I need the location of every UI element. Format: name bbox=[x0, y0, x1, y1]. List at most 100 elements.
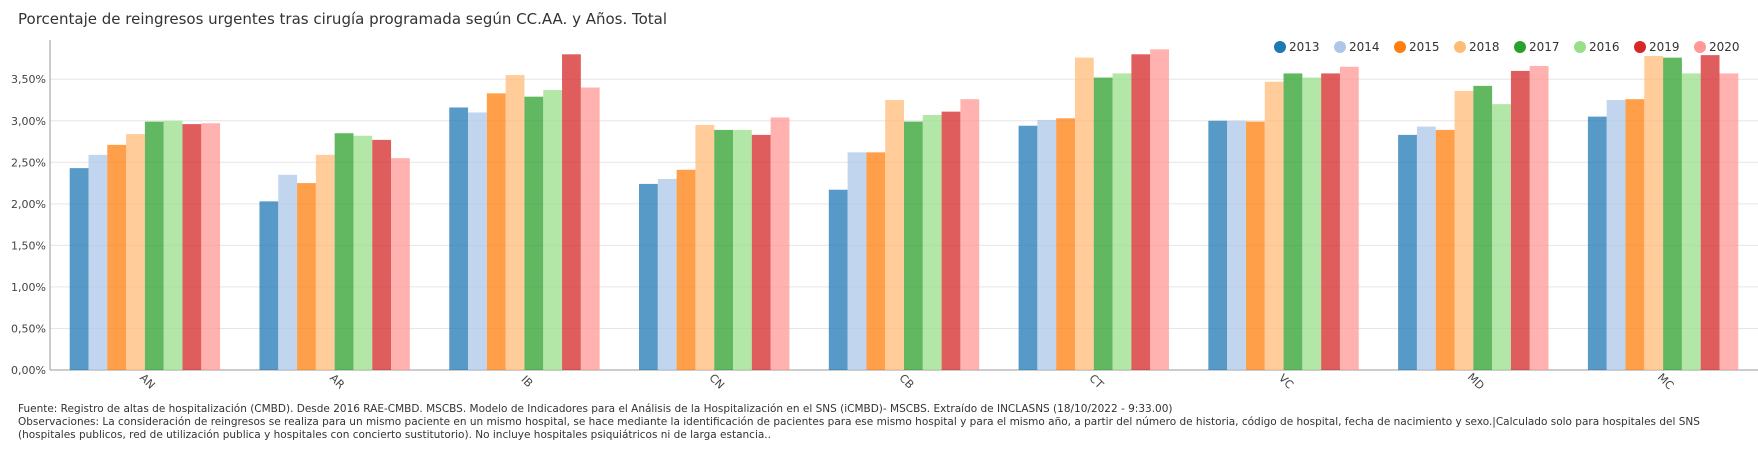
x-tick-label: AN bbox=[137, 371, 157, 391]
bar-MC-2013[interactable] bbox=[1587, 116, 1607, 370]
bar-IB-2014[interactable] bbox=[468, 112, 487, 370]
bar-CN-2020[interactable] bbox=[770, 117, 790, 370]
bar-AN-2015[interactable] bbox=[107, 144, 127, 370]
bar-CT-2017[interactable] bbox=[1093, 77, 1113, 371]
y-tick-label: 2,00% bbox=[11, 198, 46, 211]
bar-CN-2019[interactable] bbox=[751, 134, 771, 370]
bar-VC-2019[interactable] bbox=[1321, 73, 1340, 371]
bar-CT-2020[interactable] bbox=[1150, 49, 1169, 370]
legend-swatch-2013[interactable] bbox=[1274, 41, 1286, 53]
legend-swatch-2018[interactable] bbox=[1454, 41, 1466, 53]
legend-label-2015[interactable]: 2015 bbox=[1409, 40, 1440, 54]
bar-MC-2019[interactable] bbox=[1700, 55, 1720, 371]
bar-VC-2020[interactable] bbox=[1339, 66, 1359, 371]
bar-MD-2017[interactable] bbox=[1473, 85, 1493, 370]
bar-AR-2017[interactable] bbox=[334, 133, 354, 370]
bar-MD-2020[interactable] bbox=[1529, 65, 1549, 370]
bar-AN-2019[interactable] bbox=[182, 124, 202, 370]
x-axis: AN AR IB CN CB CT VC MD MC bbox=[137, 371, 1676, 393]
bar-AN-2016[interactable] bbox=[163, 120, 183, 371]
bar-CT-2015[interactable] bbox=[1056, 118, 1075, 371]
bar-MD-2019[interactable] bbox=[1510, 70, 1530, 370]
bar-MD-2018[interactable] bbox=[1454, 90, 1474, 370]
bar-VC-2017[interactable] bbox=[1283, 73, 1303, 371]
bar-VC-2014[interactable] bbox=[1227, 120, 1246, 371]
bar-AR-2015[interactable] bbox=[297, 183, 316, 370]
bar-CT-2019[interactable] bbox=[1131, 54, 1151, 371]
bar-MD-2016[interactable] bbox=[1492, 104, 1511, 371]
bar-IB-2015[interactable] bbox=[486, 93, 506, 370]
observations-note: Observaciones: La consideración de reing… bbox=[18, 416, 1700, 441]
bar-AN-2018[interactable] bbox=[126, 134, 145, 370]
bar-CB-2013[interactable] bbox=[828, 189, 848, 370]
bar-CB-2020[interactable] bbox=[960, 99, 980, 371]
bar-CT-2013[interactable] bbox=[1018, 125, 1038, 370]
legend-label-2016[interactable]: 2016 bbox=[1589, 40, 1620, 54]
x-tick-label: CB bbox=[896, 372, 916, 392]
bar-CT-2016[interactable] bbox=[1112, 73, 1132, 371]
bar-IB-2019[interactable] bbox=[562, 54, 581, 371]
bar-AR-2020[interactable] bbox=[391, 158, 410, 370]
bar-CN-2015[interactable] bbox=[676, 169, 696, 370]
bar-CN-2013[interactable] bbox=[639, 183, 658, 370]
x-tick-label: CN bbox=[706, 371, 726, 391]
bar-VC-2015[interactable] bbox=[1245, 121, 1265, 370]
bar-MC-2014[interactable] bbox=[1606, 100, 1626, 370]
bar-CN-2018[interactable] bbox=[695, 124, 715, 370]
bar-CB-2019[interactable] bbox=[941, 111, 961, 370]
bar-CN-2017[interactable] bbox=[714, 129, 734, 370]
bar-CT-2018[interactable] bbox=[1074, 57, 1094, 370]
bar-MC-2016[interactable] bbox=[1681, 73, 1701, 371]
bar-IB-2018[interactable] bbox=[505, 75, 525, 371]
bar-CN-2014[interactable] bbox=[657, 178, 677, 370]
y-tick-label: 1,50% bbox=[11, 239, 46, 252]
bar-MC-2017[interactable] bbox=[1663, 57, 1682, 370]
legend-swatch-2015[interactable] bbox=[1394, 41, 1406, 53]
x-tick-label: IB bbox=[519, 373, 536, 390]
legend-label-2019[interactable]: 2019 bbox=[1649, 40, 1680, 54]
bar-CB-2016[interactable] bbox=[922, 114, 942, 370]
bar-CN-2016[interactable] bbox=[733, 129, 752, 370]
bar-CB-2018[interactable] bbox=[885, 100, 904, 370]
bar-VC-2013[interactable] bbox=[1208, 120, 1228, 371]
bar-AN-2014[interactable] bbox=[88, 154, 108, 370]
y-tick-label: 0,50% bbox=[11, 322, 46, 335]
bar-AR-2014[interactable] bbox=[278, 174, 298, 370]
legend-label-2014[interactable]: 2014 bbox=[1349, 40, 1380, 54]
bar-IB-2013[interactable] bbox=[449, 107, 469, 370]
bar-MC-2015[interactable] bbox=[1625, 99, 1645, 371]
bar-IB-2017[interactable] bbox=[524, 96, 544, 370]
legend-label-2013[interactable]: 2013 bbox=[1289, 40, 1320, 54]
bar-CB-2015[interactable] bbox=[866, 152, 886, 370]
legend-label-2018[interactable]: 2018 bbox=[1469, 40, 1500, 54]
legend-swatch-2017[interactable] bbox=[1514, 41, 1526, 53]
legend-swatch-2014[interactable] bbox=[1334, 41, 1346, 53]
bar-IB-2016[interactable] bbox=[543, 90, 563, 371]
bar-MD-2015[interactable] bbox=[1435, 129, 1455, 370]
legend-swatch-2019[interactable] bbox=[1634, 41, 1646, 53]
bar-MD-2013[interactable] bbox=[1398, 134, 1417, 370]
bar-CB-2014[interactable] bbox=[847, 152, 867, 370]
bar-CT-2014[interactable] bbox=[1037, 119, 1057, 370]
bar-AR-2019[interactable] bbox=[372, 139, 392, 370]
bar-AR-2018[interactable] bbox=[315, 154, 335, 370]
legend-label-2017[interactable]: 2017 bbox=[1529, 40, 1560, 54]
bar-CB-2017[interactable] bbox=[904, 121, 923, 370]
bar-IB-2020[interactable] bbox=[580, 87, 600, 371]
bar-MC-2018[interactable] bbox=[1644, 55, 1664, 370]
bar-AN-2013[interactable] bbox=[69, 168, 89, 370]
bar-AN-2017[interactable] bbox=[144, 121, 164, 370]
x-tick-label: CT bbox=[1087, 372, 1107, 392]
bar-AR-2016[interactable] bbox=[353, 135, 373, 370]
x-tick-label: VC bbox=[1276, 372, 1296, 392]
bar-AN-2020[interactable] bbox=[201, 123, 221, 370]
legend-swatch-2020[interactable] bbox=[1694, 41, 1706, 53]
legend-label-2020[interactable]: 2020 bbox=[1709, 40, 1740, 54]
legend-swatch-2016[interactable] bbox=[1574, 41, 1586, 53]
x-tick-label: AR bbox=[327, 372, 347, 392]
bar-MC-2020[interactable] bbox=[1719, 73, 1739, 371]
bar-AR-2013[interactable] bbox=[259, 201, 279, 370]
bar-MD-2014[interactable] bbox=[1416, 126, 1436, 370]
bar-VC-2016[interactable] bbox=[1302, 77, 1322, 371]
bar-VC-2018[interactable] bbox=[1264, 81, 1284, 370]
